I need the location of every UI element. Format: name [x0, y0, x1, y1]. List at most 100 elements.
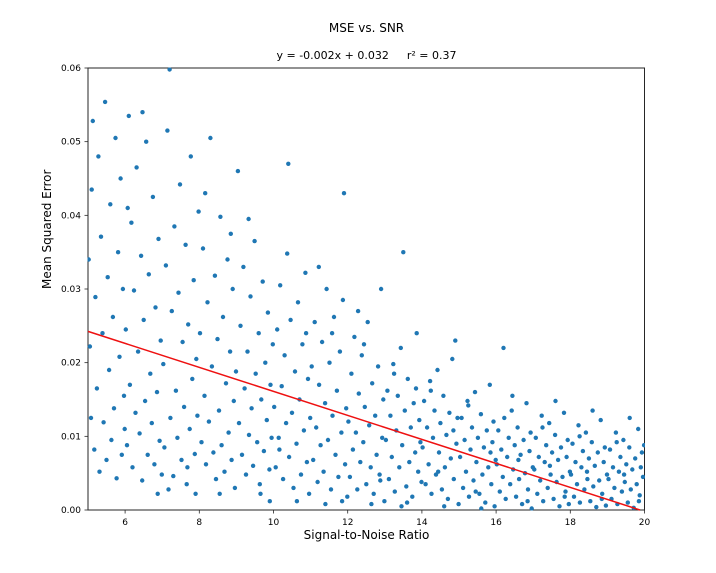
data-point	[516, 457, 521, 463]
data-point	[549, 450, 555, 455]
data-point	[163, 263, 169, 268]
data-point	[459, 415, 464, 421]
data-point	[513, 494, 519, 499]
data-point	[560, 474, 565, 480]
data-point	[110, 314, 116, 320]
data-point	[231, 398, 236, 404]
data-point	[172, 224, 177, 229]
data-point	[594, 504, 599, 510]
data-point	[436, 469, 441, 474]
data-point	[255, 440, 260, 445]
data-point	[336, 474, 341, 480]
data-point	[328, 487, 334, 492]
data-point	[411, 401, 416, 406]
data-point	[463, 469, 469, 474]
data-point	[168, 415, 173, 421]
data-point	[398, 345, 403, 351]
data-point	[298, 472, 304, 477]
data-point	[462, 437, 467, 443]
data-point	[318, 443, 323, 448]
data-point	[465, 398, 470, 404]
data-point	[282, 353, 287, 358]
data-point	[246, 432, 252, 438]
data-point	[496, 428, 501, 433]
data-point	[429, 491, 434, 496]
data-point	[258, 491, 263, 496]
data-point	[408, 425, 413, 430]
data-point	[552, 432, 558, 438]
data-point	[329, 331, 335, 336]
data-point	[267, 499, 272, 504]
data-point	[453, 338, 458, 343]
data-point	[322, 401, 328, 406]
data-point	[245, 349, 250, 354]
data-point	[295, 300, 301, 305]
data-point	[256, 331, 261, 336]
data-point	[334, 388, 340, 393]
data-point	[193, 491, 198, 496]
data-point	[466, 403, 471, 408]
data-point	[441, 393, 446, 398]
data-point	[134, 165, 139, 170]
data-point	[140, 110, 145, 115]
data-point	[518, 452, 523, 457]
data-point	[130, 465, 135, 470]
data-point	[637, 493, 642, 498]
data-point	[292, 369, 298, 374]
data-point	[270, 342, 275, 347]
data-point	[138, 253, 144, 258]
data-point	[475, 435, 481, 440]
data-point	[369, 501, 374, 507]
data-point	[137, 431, 142, 436]
data-point	[368, 465, 373, 470]
data-point	[306, 491, 312, 496]
data-point	[323, 501, 328, 507]
data-point	[339, 499, 345, 504]
data-point	[525, 499, 530, 504]
data-point	[152, 462, 157, 467]
data-point	[246, 216, 251, 222]
data-point	[491, 419, 496, 424]
data-point	[627, 415, 632, 421]
data-point	[377, 472, 382, 477]
data-point	[577, 500, 583, 505]
data-point	[497, 489, 502, 494]
data-point	[206, 419, 212, 424]
data-point	[580, 448, 586, 454]
data-point	[157, 438, 162, 443]
data-point	[564, 454, 569, 460]
data-point	[285, 251, 290, 256]
data-point	[612, 485, 617, 491]
data-point	[544, 443, 549, 448]
data-point	[239, 452, 245, 457]
data-point	[468, 447, 473, 452]
data-point	[153, 305, 158, 310]
data-point	[188, 154, 193, 159]
data-point	[598, 417, 603, 423]
data-point	[238, 323, 243, 328]
data-point	[171, 473, 176, 479]
data-point	[361, 440, 366, 445]
data-point	[286, 161, 291, 166]
data-point	[483, 500, 488, 505]
data-point	[595, 450, 600, 455]
data-point	[381, 397, 386, 402]
data-point	[199, 440, 204, 445]
data-point	[272, 404, 277, 410]
data-point	[232, 485, 238, 491]
data-point	[427, 378, 433, 384]
data-point	[404, 484, 409, 489]
data-point	[438, 420, 443, 426]
data-point	[127, 382, 133, 387]
data-point	[305, 376, 311, 382]
data-point	[280, 476, 286, 482]
data-point	[346, 419, 351, 424]
data-point	[197, 331, 203, 336]
data-point	[249, 406, 254, 411]
data-point	[267, 467, 272, 472]
data-point	[378, 478, 383, 483]
data-point	[236, 420, 242, 426]
data-point	[570, 441, 575, 446]
data-point	[558, 445, 564, 450]
data-point	[165, 128, 170, 133]
